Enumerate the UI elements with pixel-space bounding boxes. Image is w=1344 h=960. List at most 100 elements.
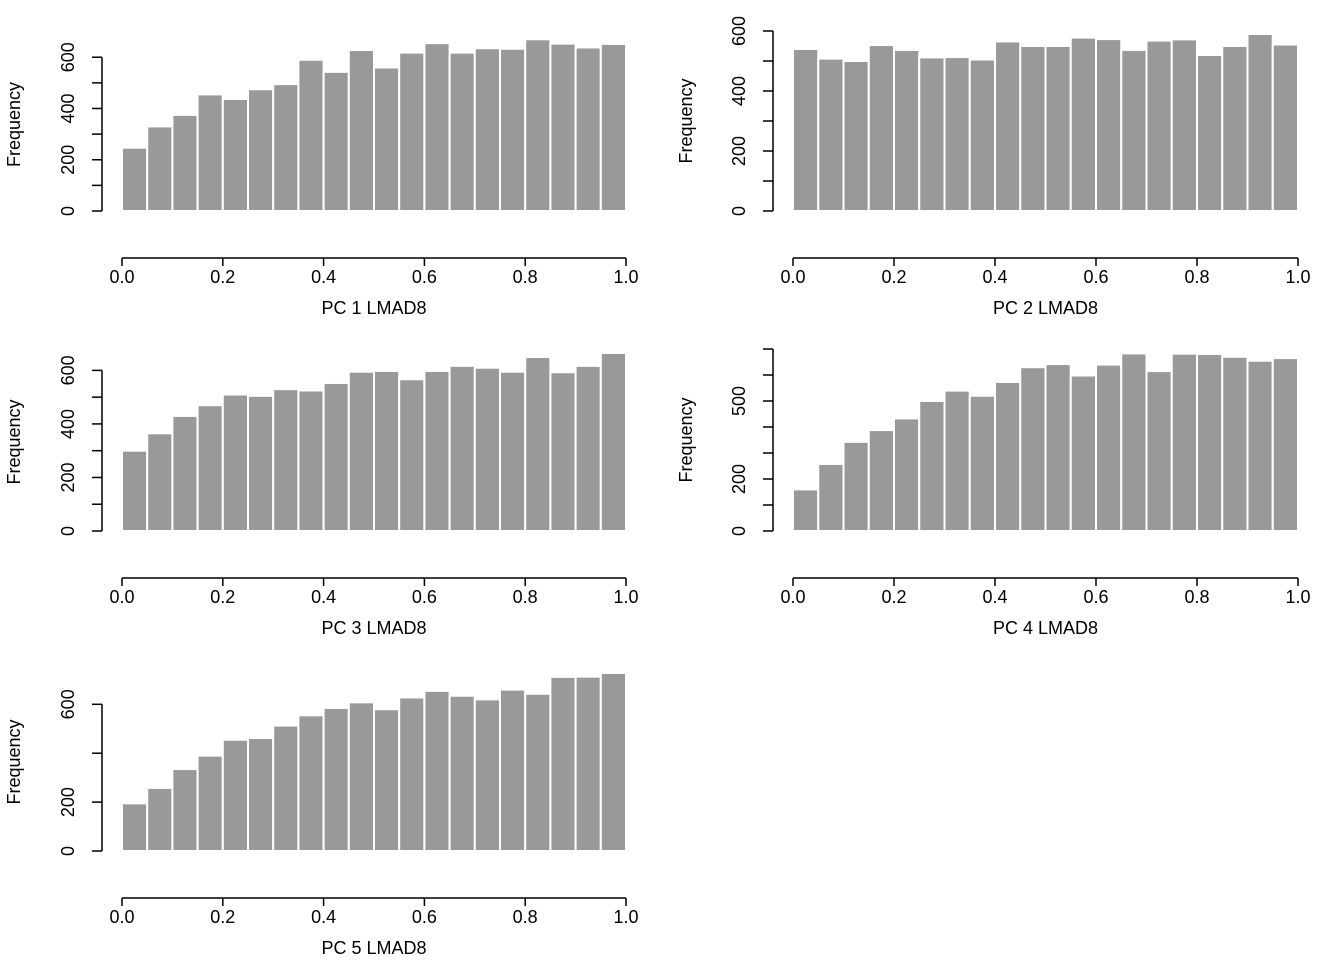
x-tick-label: 1.0: [1285, 267, 1310, 287]
histogram-bar: [994, 40, 1022, 212]
histogram-bar: [1044, 363, 1072, 532]
y-tick-label: 200: [58, 787, 78, 817]
x-tick-label: 0.4: [311, 587, 336, 607]
histogram-bar: [1246, 359, 1274, 533]
histogram-bar: [792, 48, 820, 212]
y-tick-label: 500: [729, 386, 749, 416]
x-tick-label: 0.0: [780, 587, 805, 607]
histogram-bar: [943, 389, 971, 532]
histogram-bar: [1170, 38, 1198, 213]
histogram-bar: [1095, 38, 1123, 212]
x-tick-label: 0.8: [513, 587, 538, 607]
x-tick-label: 0.2: [881, 267, 906, 287]
histogram-bar: [499, 370, 527, 532]
histogram-bar: [499, 47, 527, 212]
histogram-panel-4: 0.0 0.2 0.4 0.6 0.8 1.0 PC 4 LMAD8 0 200 500 Frequ…: [676, 348, 1311, 638]
histogram-bar: [347, 49, 375, 212]
x-axis-title: PC 5 LMAD8: [321, 938, 426, 958]
histogram-bar: [121, 146, 149, 212]
x-tick-label: 1.0: [613, 907, 638, 927]
histogram-bar: [373, 708, 401, 853]
histogram-bar: [423, 42, 451, 212]
histogram-bar: [549, 675, 577, 853]
x-tick-label: 0.6: [412, 587, 437, 607]
histogram-bar: [1120, 48, 1148, 213]
y-tick-label: 200: [729, 464, 749, 494]
x-tick-label: 0.4: [982, 587, 1007, 607]
histogram-bar: [146, 432, 174, 532]
histogram-bar: [423, 369, 451, 532]
histogram-panel-5: 0.0 0.2 0.4 0.6 0.8 1.0 PC 5 LMAD8 0 200 600 Frequ…: [4, 672, 639, 958]
x-tick-label: 0.0: [109, 587, 134, 607]
histogram-bar: [842, 60, 870, 212]
y-tick-label: 0: [729, 526, 749, 536]
y-tick-label: 400: [58, 409, 78, 439]
histogram-bar: [968, 58, 996, 212]
histogram-bar: [473, 698, 501, 853]
histogram-bar: [146, 125, 174, 212]
histogram-bar: [473, 47, 501, 213]
y-tick-label: 200: [58, 145, 78, 175]
y-tick-label: 0: [58, 206, 78, 216]
histogram-bar: [196, 754, 224, 853]
histogram-bar: [867, 429, 895, 532]
histogram-bar: [524, 38, 552, 213]
histogram-bar: [893, 48, 921, 213]
histogram-bar: [221, 738, 250, 852]
x-tick-label: 0.0: [780, 267, 805, 287]
histogram-bar: [1019, 366, 1047, 533]
histogram-panel-2: 0.0 0.2 0.4 0.6 0.8 1.0 PC 2 LMAD8 0 200 400 600 Fr…: [676, 16, 1311, 318]
histogram-bar: [297, 58, 325, 212]
histogram-bar: [1196, 54, 1224, 212]
histogram-bar: [398, 696, 426, 853]
histogram-bar: [994, 381, 1022, 532]
histogram-bar: [524, 356, 552, 532]
x-tick-label: 0.4: [982, 267, 1007, 287]
x-tick-label: 0.2: [210, 587, 235, 607]
histogram-bar: [499, 688, 527, 853]
y-axis-title: Frequency: [4, 719, 24, 804]
histogram-bar: [918, 56, 946, 213]
histogram-bar: [574, 675, 602, 853]
histogram-bar: [121, 802, 149, 852]
histogram-bar: [524, 692, 552, 852]
histogram-bar: [867, 44, 895, 212]
histogram-bar: [1271, 357, 1299, 532]
histogram-bar: [1019, 45, 1047, 212]
histogram-bar: [1095, 363, 1123, 532]
y-axis-title: Frequency: [676, 397, 696, 482]
x-tick-label: 0.4: [311, 267, 336, 287]
histogram-bar: [373, 369, 401, 532]
y-tick-label: 400: [729, 76, 749, 106]
histogram-bar: [1221, 45, 1249, 212]
histogram-bar: [1044, 45, 1072, 212]
histogram-bar: [146, 786, 174, 853]
histogram-bar: [448, 694, 476, 852]
x-axis-title: PC 1 LMAD8: [321, 298, 426, 318]
x-tick-label: 0.8: [513, 907, 538, 927]
x-tick-label: 0.4: [311, 907, 336, 927]
histogram-bar: [842, 440, 870, 533]
y-tick-label: 200: [58, 462, 78, 492]
histogram-bar: [599, 352, 627, 532]
histogram-bar: [272, 83, 300, 212]
histogram-bar: [599, 672, 627, 852]
x-tick-label: 0.6: [1083, 267, 1108, 287]
histogram-bar: [1069, 36, 1097, 212]
x-tick-label: 0.8: [513, 267, 538, 287]
x-tick-label: 0.2: [210, 907, 235, 927]
histogram-bar: [347, 370, 375, 532]
x-tick-label: 0.6: [412, 267, 437, 287]
histogram-bar: [196, 93, 224, 212]
y-tick-label: 600: [58, 689, 78, 719]
histogram-bar: [1170, 352, 1198, 532]
x-tick-label: 0.0: [109, 267, 134, 287]
y-axis-title: Frequency: [4, 82, 24, 167]
histogram-bar: [196, 404, 224, 533]
x-tick-label: 0.8: [1184, 267, 1209, 287]
histogram-panel-3: 0.0 0.2 0.4 0.6 0.8 1.0 PC 3 LMAD8 0 200 400 600 Fr…: [4, 352, 639, 638]
x-tick-label: 0.6: [1083, 587, 1108, 607]
histogram-bar: [1145, 370, 1173, 532]
histogram-bar: [322, 70, 350, 212]
